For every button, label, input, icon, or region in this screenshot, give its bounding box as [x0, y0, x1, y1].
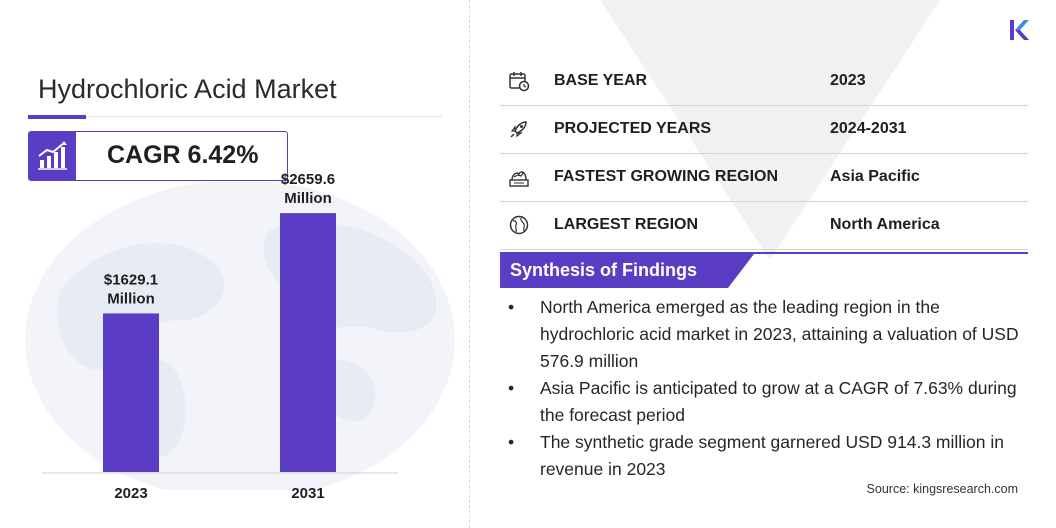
x-tick-label: 2031: [291, 485, 324, 502]
globe-icon: [509, 215, 529, 235]
synthesis-header-bg: [500, 254, 754, 288]
fact-row-largest-region: LARGEST REGION North America: [500, 201, 1028, 250]
fact-label: BASE YEAR: [554, 72, 648, 89]
kings-research-logo: [1010, 20, 1029, 40]
rocket-icon: [510, 121, 527, 138]
bar-2031: [280, 213, 336, 472]
fact-label: LARGEST REGION: [554, 216, 699, 233]
fact-row-base-year: BASE YEAR 2023: [500, 57, 1028, 106]
data-label: $2659.6: [281, 171, 335, 188]
fact-value: North America: [830, 216, 940, 233]
bullet: •: [508, 297, 515, 317]
list-item: • North America emerged as the leading re…: [508, 294, 1028, 375]
finding-text: North America emerged as the leading reg…: [540, 297, 1019, 371]
source-note: Source: kingsresearch.com: [866, 482, 1018, 496]
fact-label: PROJECTED YEARS: [554, 120, 712, 137]
fact-value: 2024-2031: [830, 120, 907, 137]
cagr-icon-container: [29, 132, 76, 180]
data-label: Million: [284, 190, 332, 207]
list-item: • The synthetic grade segment garnered US…: [508, 429, 1028, 483]
data-label: Million: [107, 290, 155, 307]
page-title: Hydrochloric Acid Market: [38, 74, 337, 104]
data-label: $1629.1: [104, 271, 158, 288]
findings-list: • North America emerged as the leading re…: [508, 294, 1028, 483]
cagr-value: CAGR 6.42%: [107, 141, 259, 169]
title-rule: [28, 116, 442, 117]
region-growth-icon: [509, 171, 529, 187]
cagr-badge: CAGR 6.42%: [28, 131, 288, 181]
fact-row-fastest-growing-region: FASTEST GROWING REGION Asia Pacific: [500, 153, 1028, 202]
x-tick-label: 2023: [114, 485, 147, 502]
bullet: •: [508, 378, 515, 398]
fact-label: FASTEST GROWING REGION: [554, 168, 779, 185]
fact-value: 2023: [830, 72, 866, 89]
left-panel: Hydrochloric Acid Market CAGR 6.42% $162…: [0, 0, 470, 528]
calendar-icon: [509, 72, 530, 92]
title-accent-bar: [28, 115, 86, 119]
fact-row-projected-years: PROJECTED YEARS 2024-2031: [500, 105, 1028, 154]
bullet: •: [508, 432, 515, 452]
fact-value: Asia Pacific: [830, 168, 920, 185]
synthesis-heading: Synthesis of Findings: [510, 260, 698, 280]
growth-chart-icon: [38, 141, 67, 170]
bar-2023: [103, 313, 159, 472]
synthesis-rule: [500, 252, 1028, 254]
finding-text: The synthetic grade segment garnered USD…: [540, 432, 1004, 479]
list-item: • Asia Pacific is anticipated to grow at …: [508, 375, 1028, 429]
panel-divider: [469, 0, 470, 528]
finding-text: Asia Pacific is anticipated to grow at a…: [540, 378, 1017, 425]
bar-chart: $1629.1 Million 2023 $2659.6 Million 2031: [42, 171, 398, 502]
